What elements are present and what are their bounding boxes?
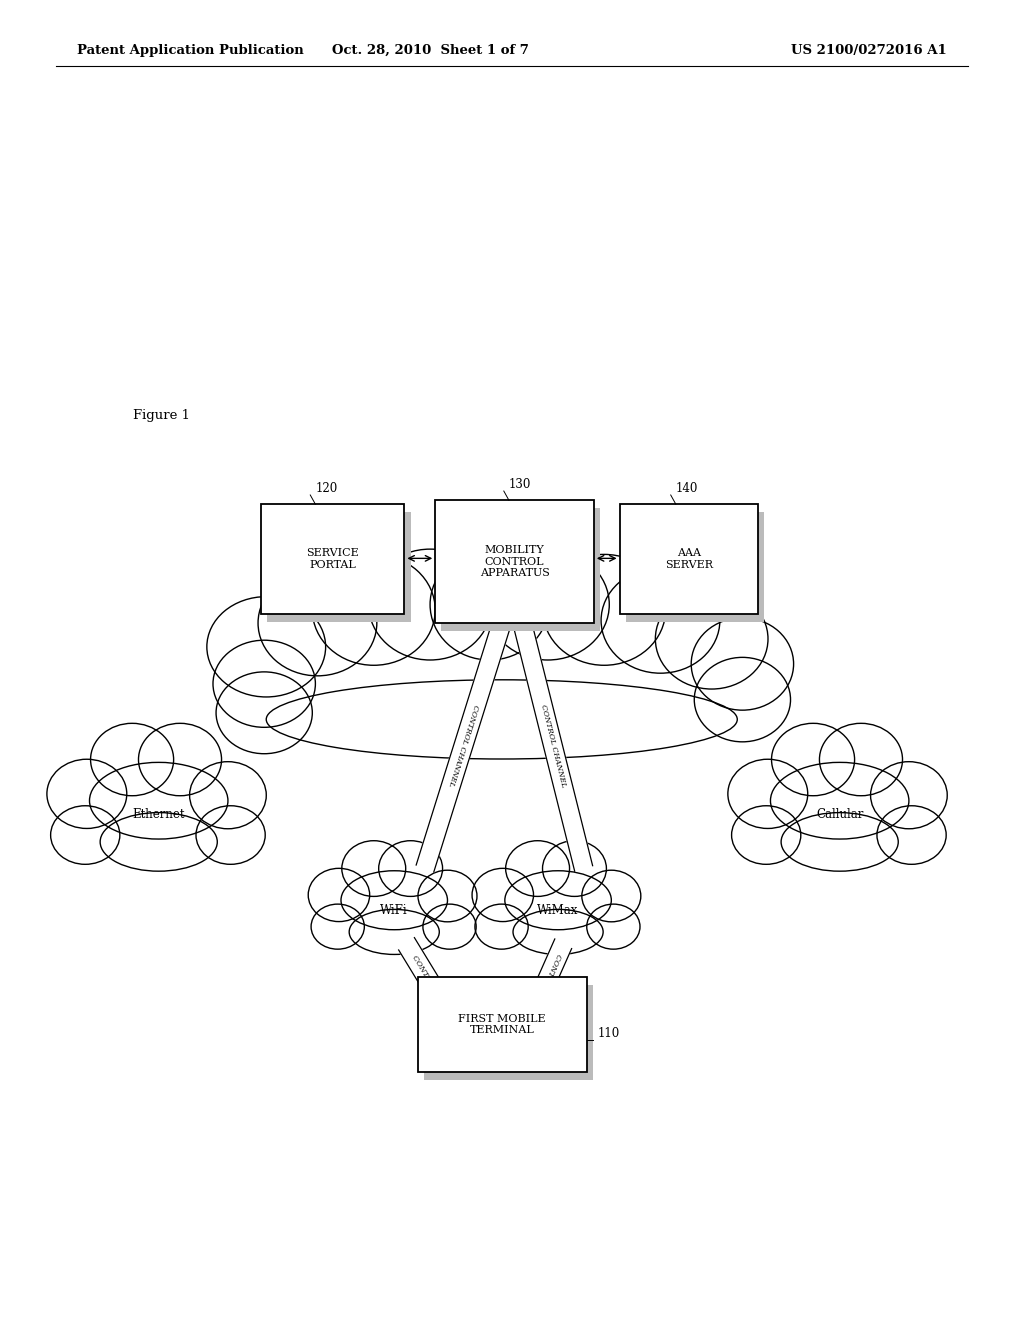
Ellipse shape — [601, 568, 720, 673]
Ellipse shape — [89, 763, 228, 840]
Ellipse shape — [513, 909, 603, 954]
Text: Patent Application Publication: Patent Application Publication — [77, 44, 303, 57]
Ellipse shape — [379, 841, 442, 896]
Bar — [435, 500, 594, 623]
Text: 110: 110 — [598, 1027, 621, 1040]
Ellipse shape — [486, 549, 609, 660]
Ellipse shape — [311, 904, 365, 949]
Ellipse shape — [90, 723, 174, 796]
Polygon shape — [416, 619, 511, 873]
Ellipse shape — [266, 680, 737, 759]
Ellipse shape — [308, 869, 370, 921]
Text: CONTROL CHANNEL: CONTROL CHANNEL — [539, 704, 567, 788]
Ellipse shape — [312, 554, 435, 665]
Text: MOBILITY
CONTROL
APPARATUS: MOBILITY CONTROL APPARATUS — [479, 545, 550, 578]
Text: CONTROL TUNNEL: CONTROL TUNNEL — [411, 954, 459, 1026]
Text: FIRST MOBILE
TERMINAL: FIRST MOBILE TERMINAL — [459, 1014, 546, 1035]
Ellipse shape — [47, 759, 127, 829]
Ellipse shape — [870, 762, 947, 829]
Ellipse shape — [213, 640, 315, 727]
Ellipse shape — [430, 549, 549, 660]
Ellipse shape — [506, 841, 569, 896]
Text: Ethernet: Ethernet — [132, 808, 185, 821]
Text: 130: 130 — [509, 478, 531, 491]
Text: 120: 120 — [315, 482, 338, 495]
Ellipse shape — [770, 763, 909, 840]
Ellipse shape — [877, 805, 946, 865]
Text: Oct. 28, 2010  Sheet 1 of 7: Oct. 28, 2010 Sheet 1 of 7 — [332, 44, 528, 57]
Ellipse shape — [100, 813, 217, 871]
Ellipse shape — [349, 909, 439, 954]
Polygon shape — [513, 620, 593, 871]
Ellipse shape — [728, 759, 808, 829]
Ellipse shape — [423, 904, 476, 949]
Bar — [424, 985, 593, 1080]
Ellipse shape — [543, 841, 606, 896]
Text: SERVICE
PORTAL: SERVICE PORTAL — [306, 548, 359, 570]
Ellipse shape — [505, 871, 611, 929]
Ellipse shape — [691, 618, 794, 710]
Text: 140: 140 — [676, 482, 698, 495]
Ellipse shape — [369, 549, 492, 660]
Text: Figure 1: Figure 1 — [133, 409, 190, 422]
Ellipse shape — [587, 904, 640, 949]
Ellipse shape — [196, 805, 265, 865]
Ellipse shape — [771, 723, 855, 796]
Bar — [441, 508, 600, 631]
Ellipse shape — [543, 554, 666, 665]
Ellipse shape — [582, 870, 641, 921]
Ellipse shape — [731, 805, 801, 865]
Ellipse shape — [207, 597, 326, 697]
Text: AAA
SERVER: AAA SERVER — [665, 548, 713, 570]
Ellipse shape — [655, 589, 768, 689]
Bar — [418, 977, 587, 1072]
Ellipse shape — [472, 869, 534, 921]
Ellipse shape — [418, 870, 477, 921]
Polygon shape — [398, 937, 471, 1043]
Text: CONTROL CHANNEL: CONTROL CHANNEL — [446, 704, 480, 788]
Bar — [626, 512, 764, 622]
Ellipse shape — [341, 871, 447, 929]
Ellipse shape — [475, 904, 528, 949]
Ellipse shape — [258, 570, 377, 676]
Text: Callular: Callular — [816, 808, 863, 821]
Polygon shape — [514, 939, 571, 1041]
Bar — [261, 504, 404, 614]
Bar — [620, 504, 758, 614]
Bar — [267, 512, 411, 622]
Ellipse shape — [189, 762, 266, 829]
Ellipse shape — [819, 723, 902, 796]
Text: US 2100/0272016 A1: US 2100/0272016 A1 — [792, 44, 947, 57]
Text: WiMax: WiMax — [538, 904, 579, 917]
Text: CONTROL TUNNEL: CONTROL TUNNEL — [523, 952, 562, 1028]
Ellipse shape — [50, 805, 120, 865]
Ellipse shape — [216, 672, 312, 754]
Ellipse shape — [138, 723, 221, 796]
Ellipse shape — [342, 841, 406, 896]
Ellipse shape — [781, 813, 898, 871]
Text: WiFi: WiFi — [381, 904, 408, 917]
Ellipse shape — [694, 657, 791, 742]
